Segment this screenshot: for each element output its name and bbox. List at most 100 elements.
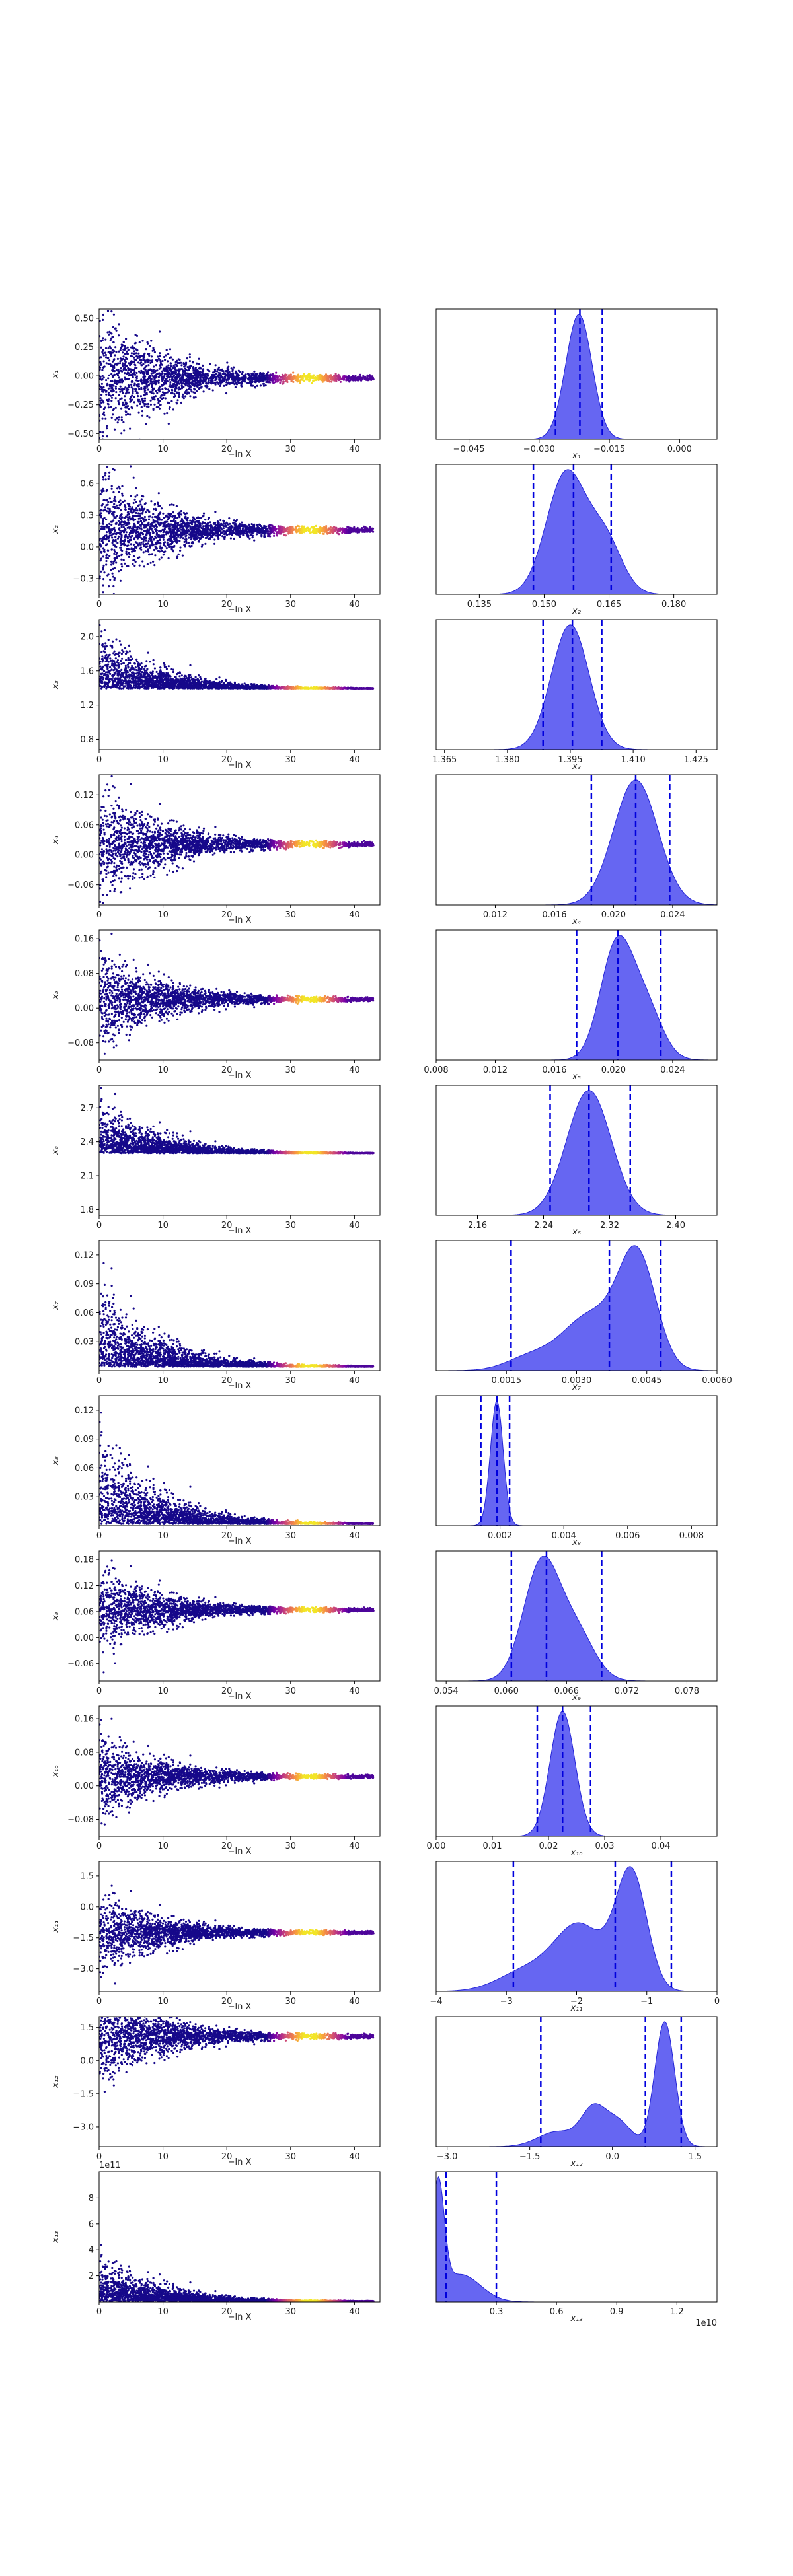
trace-point bbox=[147, 518, 151, 520]
trace-point bbox=[309, 528, 311, 531]
trace-point bbox=[159, 330, 161, 333]
trace-point bbox=[132, 388, 134, 390]
trace-point bbox=[371, 527, 373, 530]
trace-point bbox=[221, 369, 224, 373]
trace-point bbox=[167, 401, 169, 404]
trace-point bbox=[120, 367, 122, 370]
trace-point bbox=[178, 375, 180, 378]
trace-point bbox=[100, 550, 102, 554]
trace-point bbox=[163, 534, 165, 537]
trace-point bbox=[132, 345, 134, 348]
trace-point bbox=[133, 530, 136, 533]
trace-point bbox=[110, 355, 112, 358]
trace-point bbox=[111, 533, 114, 536]
trace-point bbox=[99, 575, 101, 578]
trace-point bbox=[196, 527, 199, 530]
trace-point bbox=[353, 377, 356, 380]
trace-point bbox=[202, 390, 205, 393]
trace-point bbox=[147, 549, 149, 552]
trace-point bbox=[315, 528, 319, 530]
trace-point bbox=[135, 532, 137, 535]
trace-point bbox=[232, 375, 235, 378]
trace-point bbox=[223, 533, 226, 536]
trace-point bbox=[153, 380, 155, 383]
trace-point bbox=[150, 390, 153, 394]
trace-point bbox=[371, 376, 375, 379]
trace-point bbox=[196, 362, 198, 365]
trace-point bbox=[185, 378, 188, 380]
trace-point bbox=[124, 538, 126, 542]
trace-point bbox=[184, 538, 186, 541]
trace-point bbox=[130, 386, 133, 389]
trace-point bbox=[210, 531, 213, 534]
trace-point bbox=[206, 373, 209, 376]
trace-point bbox=[130, 368, 132, 371]
trace-point bbox=[128, 372, 130, 375]
trace-point bbox=[138, 507, 141, 511]
trace-point bbox=[125, 550, 128, 553]
trace-point bbox=[250, 384, 252, 387]
trace-point bbox=[152, 508, 155, 511]
trace-point bbox=[209, 521, 211, 524]
trace-point bbox=[113, 567, 116, 569]
trace-point bbox=[140, 364, 143, 367]
y-tick-label: 0.6 bbox=[80, 479, 94, 489]
trace-point bbox=[101, 435, 104, 438]
trace-point bbox=[130, 465, 132, 468]
trace-point bbox=[241, 379, 244, 382]
trace-point bbox=[287, 528, 291, 531]
trace-point bbox=[157, 402, 160, 404]
trace-point bbox=[162, 377, 165, 380]
trace-point bbox=[132, 555, 135, 557]
trace-point bbox=[177, 521, 180, 524]
trace-point bbox=[118, 379, 120, 382]
trace-point bbox=[242, 525, 245, 528]
trace-point bbox=[116, 421, 119, 424]
trace-point bbox=[108, 522, 111, 525]
trace-point bbox=[221, 535, 224, 538]
trace-point bbox=[106, 503, 109, 506]
trace-point bbox=[122, 351, 124, 354]
trace-point bbox=[217, 382, 220, 386]
trace-point bbox=[222, 527, 225, 530]
y-axis-label: x₁ bbox=[51, 370, 61, 379]
trace-point bbox=[169, 530, 171, 532]
trace-point bbox=[102, 352, 104, 355]
trace-point bbox=[112, 499, 115, 502]
trace-point bbox=[108, 471, 111, 474]
trace-point bbox=[176, 381, 179, 384]
trace-point bbox=[296, 375, 299, 377]
trace-point bbox=[301, 378, 304, 382]
trace-point bbox=[126, 405, 130, 408]
trace-point bbox=[352, 379, 355, 382]
trace-point bbox=[150, 355, 153, 358]
trace-point bbox=[330, 528, 333, 531]
trace-point bbox=[170, 392, 172, 395]
trace-point bbox=[143, 538, 145, 541]
trace-point bbox=[132, 347, 135, 350]
trace-point bbox=[182, 386, 185, 388]
trace-point bbox=[176, 529, 179, 532]
trace-point bbox=[135, 507, 138, 510]
trace-point bbox=[105, 531, 108, 534]
trace-point bbox=[170, 400, 173, 403]
trace-point bbox=[215, 678, 218, 680]
trace-point bbox=[125, 389, 128, 392]
trace-point bbox=[346, 526, 349, 528]
trace-point bbox=[123, 535, 126, 538]
trace-point bbox=[100, 346, 102, 349]
trace-point bbox=[271, 527, 274, 530]
trace-point bbox=[159, 373, 162, 375]
trace-point bbox=[209, 526, 213, 528]
trace-point bbox=[174, 388, 176, 391]
trace-point bbox=[112, 491, 115, 494]
trace-point bbox=[109, 380, 112, 382]
trace-point bbox=[158, 367, 161, 370]
trace-point bbox=[131, 407, 133, 410]
trace-point bbox=[341, 527, 344, 530]
trace-point bbox=[204, 528, 207, 530]
trace-point bbox=[298, 380, 301, 382]
trace-point bbox=[116, 555, 118, 559]
trace-point bbox=[121, 388, 124, 390]
trace-point bbox=[162, 512, 165, 515]
